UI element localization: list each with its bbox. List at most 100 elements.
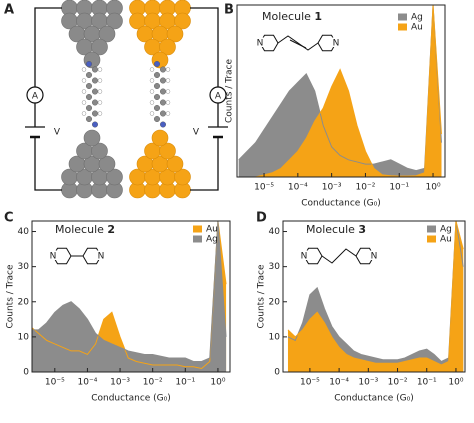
molecule-atom [159,77,166,84]
legend-label: Au [411,23,423,33]
electrode-atom [91,38,108,56]
x-tick-label: 10⁰ [426,183,441,193]
hydrogen-atom [97,89,103,94]
x-tick-label: 10⁻³ [110,378,130,388]
electrode-atom [151,129,169,147]
molecule-number: 2 [107,223,115,236]
histogram-line [238,5,442,172]
y-axis-label: Counts / Trace [257,264,267,329]
y-tick-label: 10 [18,332,30,342]
atom-label: N [257,39,264,49]
bond [289,39,307,49]
legend-label: Ag [411,13,423,23]
legend-swatch [398,13,407,21]
electrode-atom [98,155,116,173]
molecule-atom [91,88,98,95]
atom-label: N [371,252,378,262]
y-tick-label: 20 [269,297,281,307]
hydrogen-atom [149,89,155,94]
legend-label: Au [206,225,218,235]
molecule-atom [159,88,166,95]
ammeter [26,86,44,104]
atom-label: N [301,252,308,262]
molecule-atom [153,104,160,111]
hydrogen-atom [81,89,87,94]
y-tick-label: 30 [269,262,281,272]
panel-label: D [256,211,267,226]
x-tick-label: 10⁻⁴ [329,378,349,388]
histogram-area [32,221,227,372]
x-axis-label: Conductance (G₀) [301,199,381,209]
voltage-label: V [54,128,61,138]
pyridine-ring [52,247,72,265]
molecule-atom [159,121,166,128]
histogram-area [238,5,442,177]
molecule-atom [91,121,98,128]
hydrogen-atom [81,67,87,72]
molecule-atom [85,115,92,122]
electrode-atom [159,142,176,160]
electrode-atom [106,168,123,186]
molecule-name: Molecule [262,10,314,23]
electrode-atom [159,38,176,56]
x-tick-label: 10⁻³ [322,183,342,193]
molecule-title: Molecule 3 [306,223,366,236]
electrode-atom [106,12,123,30]
legend-swatch [427,235,436,243]
plot-frame [282,220,466,373]
electrode-atom [174,168,191,186]
molecule-atom [91,77,98,84]
hydrogen-atom [149,78,155,83]
y-tick-label: 0 [274,368,280,378]
atom-label: N [50,252,57,262]
molecule-atom [159,110,166,117]
legend-label: Ag [206,235,218,245]
hydrogen-atom [165,67,171,72]
x-tick-label: 10⁻⁵ [45,378,65,388]
molecule-atom [91,66,98,73]
legend-swatch [193,225,202,233]
plot-frame [236,4,446,178]
molecule-atom [153,71,160,78]
hydrogen-atom [149,67,155,72]
legend-swatch [193,235,202,243]
x-tick-label: 10⁻⁴ [78,378,98,388]
hydrogen-atom [97,111,103,116]
molecule-number: 1 [314,10,322,23]
electrode-atom [166,155,184,173]
ammeter-label: A [215,92,222,102]
bond [277,35,319,51]
hydrogen-atom [165,89,171,94]
y-tick-label: 40 [18,227,30,237]
x-tick-label: 10⁻⁴ [288,183,308,193]
electrode-atom [151,51,169,69]
electrode-atom [91,142,108,160]
molecule-atom [85,104,92,111]
ammeter [209,86,227,104]
molecule-atom [153,82,160,89]
legend-label: Ag [440,225,452,235]
molecule-atom [91,110,98,117]
electrode-atom [174,12,191,30]
x-tick-label: 10⁻³ [358,378,378,388]
molecule-atom [159,66,166,73]
hydrogen-atom [149,100,155,105]
x-tick-label: 10⁰ [448,378,463,388]
histogram-line [238,5,442,177]
molecule-title: Molecule 1 [262,10,322,23]
x-tick-label: 10⁻⁵ [254,183,274,193]
molecule-title: Molecule 2 [55,223,115,236]
legend-label: Au [440,235,452,245]
x-tick-label: 10⁻¹ [389,183,409,193]
molecule-name: Molecule [306,223,358,236]
y-tick-label: 20 [18,297,30,307]
legend-swatch [398,23,407,31]
hydrogen-atom [97,78,103,83]
x-tick-label: 10⁻² [143,378,163,388]
molecule-number: 3 [358,223,366,236]
x-axis-label: Conductance (G₀) [91,394,171,404]
molecule-atom [85,82,92,89]
hydrogen-atom [97,67,103,72]
